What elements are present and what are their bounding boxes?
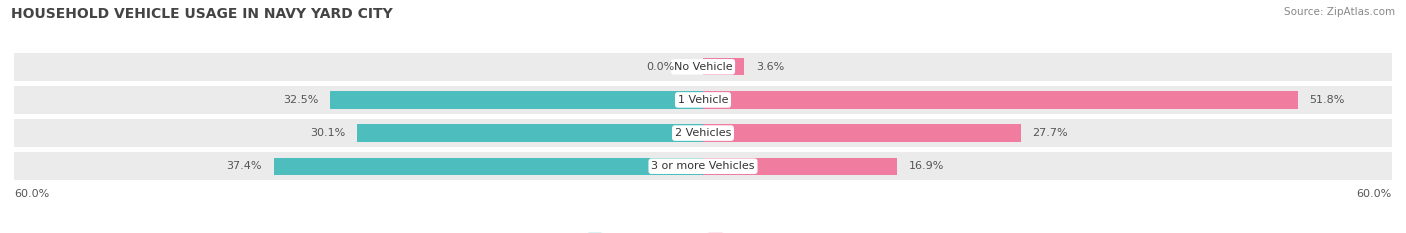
Text: HOUSEHOLD VEHICLE USAGE IN NAVY YARD CITY: HOUSEHOLD VEHICLE USAGE IN NAVY YARD CIT… xyxy=(11,7,394,21)
Text: 3 or more Vehicles: 3 or more Vehicles xyxy=(651,161,755,171)
Bar xyxy=(703,58,744,75)
Legend: Owner-occupied, Renter-occupied: Owner-occupied, Renter-occupied xyxy=(583,229,823,233)
Bar xyxy=(14,86,1392,114)
Text: 16.9%: 16.9% xyxy=(908,161,943,171)
Bar xyxy=(357,124,703,142)
Text: 51.8%: 51.8% xyxy=(1309,95,1344,105)
Bar xyxy=(703,158,897,175)
Bar xyxy=(14,53,1392,81)
Bar xyxy=(330,91,703,109)
Text: 60.0%: 60.0% xyxy=(1357,189,1392,199)
Text: 60.0%: 60.0% xyxy=(14,189,49,199)
Text: 32.5%: 32.5% xyxy=(283,95,318,105)
Bar xyxy=(703,124,1021,142)
Bar xyxy=(703,91,1298,109)
Text: 2 Vehicles: 2 Vehicles xyxy=(675,128,731,138)
Text: 37.4%: 37.4% xyxy=(226,161,262,171)
Text: No Vehicle: No Vehicle xyxy=(673,62,733,72)
Text: 1 Vehicle: 1 Vehicle xyxy=(678,95,728,105)
Bar xyxy=(14,119,1392,147)
Text: 27.7%: 27.7% xyxy=(1032,128,1069,138)
Text: 30.1%: 30.1% xyxy=(311,128,346,138)
Text: Source: ZipAtlas.com: Source: ZipAtlas.com xyxy=(1284,7,1395,17)
Bar xyxy=(274,158,703,175)
Text: 0.0%: 0.0% xyxy=(645,62,675,72)
Bar xyxy=(14,152,1392,180)
Text: 3.6%: 3.6% xyxy=(756,62,785,72)
